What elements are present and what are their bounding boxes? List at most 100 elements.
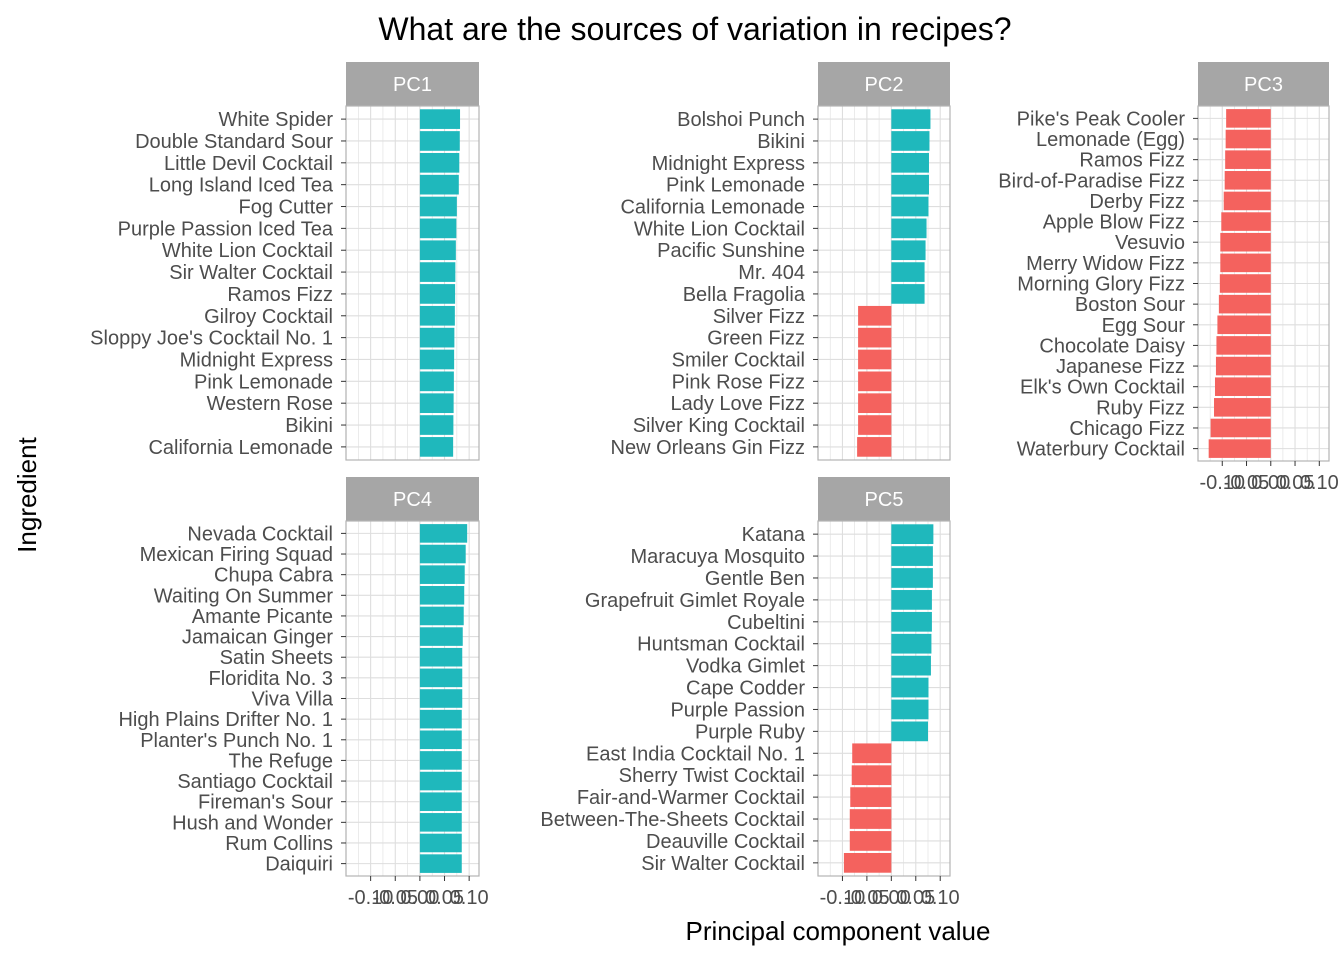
- bar: [419, 524, 468, 543]
- y-tick-label: Nevada Cocktail: [187, 523, 333, 545]
- y-tick-label: Midnight Express: [180, 349, 333, 371]
- y-tick-label: East India Cocktail No. 1: [586, 743, 805, 765]
- strip-label: PC1: [393, 74, 432, 96]
- strip-pc3: [1198, 62, 1329, 106]
- bar: [1224, 171, 1271, 190]
- x-tick-label: -0.10: [820, 887, 866, 909]
- y-tick-label: Cubeltini: [727, 612, 805, 634]
- bar: [419, 771, 462, 791]
- bar: [891, 568, 933, 588]
- y-tick-label: Fog Cutter: [239, 197, 334, 219]
- bar: [419, 668, 463, 688]
- y-tick-label: Chupa Cabra: [214, 565, 334, 587]
- bar: [419, 218, 457, 239]
- strip-pc4: [346, 477, 479, 521]
- bar: [419, 792, 462, 811]
- bar: [1220, 253, 1271, 273]
- bar: [419, 689, 463, 708]
- strip-pc5: [818, 477, 950, 521]
- bar: [1214, 377, 1271, 396]
- bar: [891, 174, 929, 195]
- bar: [858, 327, 892, 348]
- y-tick-label: Pacific Sunshine: [657, 240, 805, 262]
- strip-label: PC5: [865, 489, 904, 511]
- bar: [891, 218, 927, 239]
- bar: [891, 524, 934, 545]
- strip-label: PC2: [865, 74, 904, 96]
- bar: [419, 606, 464, 626]
- bar: [419, 240, 456, 261]
- y-tick-label: Purple Passion: [670, 699, 805, 721]
- y-tick-label: Ramos Fizz: [227, 284, 333, 306]
- bar: [419, 544, 466, 564]
- y-tick-label: The Refuge: [228, 750, 333, 772]
- x-axis-title: Principal component value: [686, 916, 991, 946]
- y-tick-label: White Lion Cocktail: [162, 240, 333, 262]
- bar: [419, 647, 463, 667]
- y-tick-label: Purple Ruby: [695, 721, 805, 743]
- bar: [858, 349, 892, 370]
- x-tick-label: -0.10: [348, 887, 394, 909]
- bar: [1220, 232, 1271, 252]
- y-tick-label: Double Standard Sour: [135, 131, 333, 153]
- bar: [1214, 398, 1271, 417]
- y-tick-label: Katana: [742, 524, 806, 546]
- y-tick-label: Purple Passion Iced Tea: [118, 218, 334, 240]
- bar: [1215, 356, 1271, 376]
- y-tick-label: Huntsman Cocktail: [637, 634, 805, 656]
- y-tick-label: California Lemonade: [148, 437, 333, 459]
- y-tick-label: Chocolate Daisy: [1039, 335, 1185, 357]
- y-tick-label: Egg Sour: [1102, 315, 1186, 337]
- y-tick-label: Bella Fragolia: [683, 284, 806, 306]
- y-tick-label: Grapefruit Gimlet Royale: [585, 590, 805, 612]
- y-tick-label: Little Devil Cocktail: [164, 153, 333, 175]
- x-tick-label: 0.00: [1251, 472, 1290, 494]
- y-tick-label: Fair-and-Warmer Cocktail: [577, 787, 805, 809]
- bar: [419, 565, 465, 584]
- y-tick-label: Mr. 404: [738, 262, 805, 284]
- bar: [419, 196, 457, 217]
- y-tick-label: Vesuvio: [1115, 232, 1185, 254]
- y-tick-label: Sloppy Joe's Cocktail No. 1: [90, 328, 333, 350]
- bar: [1223, 191, 1271, 211]
- panel-border: [345, 105, 480, 461]
- y-tick-label: Lemonade (Egg): [1036, 129, 1185, 151]
- panel-border: [817, 105, 951, 461]
- y-tick-label: Silver King Cocktail: [633, 415, 805, 437]
- y-tick-label: Japanese Fizz: [1056, 356, 1185, 378]
- x-tick-label: -0.05: [844, 887, 890, 909]
- y-tick-label: California Lemonade: [620, 197, 805, 219]
- x-tick-label: 0.00: [872, 887, 911, 909]
- bar: [891, 590, 932, 610]
- x-tick-label: 0.05: [1276, 472, 1315, 494]
- y-tick-label: New Orleans Gin Fizz: [611, 437, 806, 459]
- bar: [419, 371, 454, 392]
- strip-pc2: [818, 62, 950, 106]
- bar: [419, 437, 454, 457]
- bar: [419, 833, 462, 853]
- y-tick-label: Merry Widow Fizz: [1026, 253, 1185, 275]
- y-tick-label: Daiquiri: [265, 854, 333, 876]
- y-tick-label: Pike's Peak Cooler: [1017, 108, 1186, 130]
- bar: [891, 699, 929, 720]
- bar: [891, 109, 931, 129]
- y-tick-label: Pink Lemonade: [666, 175, 805, 197]
- strip-label: PC3: [1244, 74, 1283, 96]
- x-tick-label: -0.10: [1199, 472, 1245, 494]
- bar: [419, 262, 456, 282]
- y-tick-label: Between-The-Sheets Cocktail: [540, 809, 805, 831]
- y-tick-label: Bolshoi Punch: [677, 109, 805, 131]
- y-tick-label: Amante Picante: [192, 606, 333, 628]
- x-tick-label: 0.10: [1300, 472, 1339, 494]
- bar: [419, 152, 460, 173]
- bar: [419, 730, 462, 750]
- bar: [1225, 129, 1271, 149]
- y-tick-label: Derby Fizz: [1089, 191, 1185, 213]
- bar: [419, 415, 454, 435]
- y-tick-label: Sir Walter Cocktail: [641, 853, 805, 875]
- bar: [891, 262, 925, 282]
